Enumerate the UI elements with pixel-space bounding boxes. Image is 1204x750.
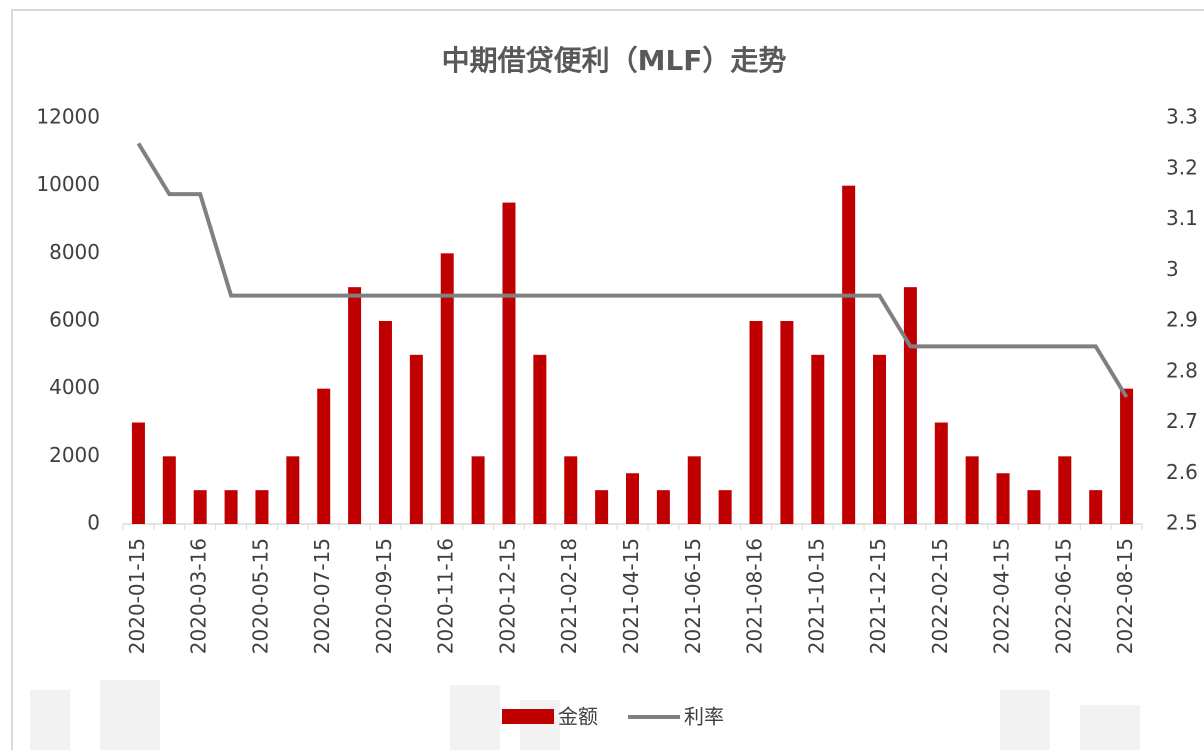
bar bbox=[873, 354, 887, 524]
bar bbox=[378, 321, 392, 524]
x-tick-label: 2020-07-15 bbox=[310, 538, 334, 654]
y2-tick-label: 3.2 bbox=[1166, 155, 1198, 179]
bar bbox=[842, 185, 856, 524]
x-tick-label: 2020-01-15 bbox=[125, 538, 149, 654]
y2-tick-label: 2.9 bbox=[1166, 308, 1198, 332]
legend-swatch bbox=[502, 709, 554, 724]
y2-tick-label: 2.5 bbox=[1166, 511, 1198, 535]
bar bbox=[348, 287, 362, 524]
bar bbox=[193, 490, 207, 524]
bar bbox=[718, 490, 732, 524]
bar bbox=[317, 388, 331, 524]
x-tick-label: 2020-11-16 bbox=[434, 538, 458, 654]
x-tick-label: 2020-03-16 bbox=[187, 538, 211, 654]
bar bbox=[996, 473, 1010, 524]
bar bbox=[224, 490, 238, 524]
y-tick-label: 10000 bbox=[36, 172, 100, 196]
skyline-decoration bbox=[30, 680, 1140, 750]
x-tick-label: 2020-09-15 bbox=[372, 538, 396, 654]
line bbox=[136, 142, 1129, 399]
bar bbox=[903, 287, 917, 524]
y2-tick-label: 2.7 bbox=[1166, 409, 1198, 433]
y2-tick-label: 3.1 bbox=[1166, 206, 1198, 230]
legend-label: 利率 bbox=[684, 705, 724, 729]
bar bbox=[255, 490, 269, 524]
x-tick-label: 2021-12-15 bbox=[866, 538, 890, 654]
bar bbox=[471, 456, 485, 524]
y-tick-label: 8000 bbox=[49, 240, 100, 264]
y-tick-label: 2000 bbox=[49, 443, 100, 467]
y2-tick-label: 3.3 bbox=[1166, 105, 1198, 129]
x-tick-label: 2022-08-15 bbox=[1113, 538, 1137, 654]
x-tick-label: 2022-06-15 bbox=[1051, 538, 1075, 654]
bar bbox=[749, 321, 763, 524]
bar bbox=[626, 473, 639, 524]
x-tick-label: 2021-04-15 bbox=[619, 538, 643, 654]
y2-tick-label: 2.6 bbox=[1166, 460, 1198, 484]
x-tick-label: 2021-10-15 bbox=[804, 538, 828, 654]
x-tick-label: 2022-02-15 bbox=[928, 538, 952, 654]
y-tick-label: 4000 bbox=[49, 375, 100, 399]
bar bbox=[131, 422, 145, 524]
y2-tick-label: 3 bbox=[1166, 257, 1179, 281]
bar bbox=[1058, 456, 1072, 524]
bar bbox=[965, 456, 979, 524]
x-tick-label: 2020-12-15 bbox=[495, 538, 519, 654]
bar bbox=[162, 456, 176, 524]
bar bbox=[595, 490, 609, 524]
bar bbox=[1089, 490, 1103, 524]
bar bbox=[1027, 490, 1041, 524]
bar bbox=[502, 202, 516, 525]
chart-title: 中期借贷便利（MLF）走势 bbox=[442, 44, 787, 77]
chart-border bbox=[11, 9, 1204, 750]
bar bbox=[564, 456, 578, 524]
y-tick-label: 0 bbox=[87, 511, 100, 535]
bar bbox=[780, 321, 794, 524]
bar bbox=[409, 354, 423, 524]
y-tick-label: 12000 bbox=[36, 105, 100, 129]
bar bbox=[286, 456, 300, 524]
x-tick-label: 2021-08-16 bbox=[743, 538, 767, 654]
bar bbox=[656, 490, 670, 524]
bar bbox=[811, 354, 825, 524]
x-tick-label: 2021-02-18 bbox=[557, 538, 581, 654]
legend-label: 金额 bbox=[558, 705, 598, 729]
y-tick-label: 6000 bbox=[49, 308, 100, 332]
x-tick-label: 2020-05-15 bbox=[248, 538, 272, 654]
bar bbox=[1120, 388, 1134, 524]
bar bbox=[687, 456, 701, 524]
bar bbox=[440, 253, 454, 525]
bar bbox=[934, 422, 948, 524]
y2-tick-label: 2.8 bbox=[1166, 358, 1198, 382]
x-tick-label: 2022-04-15 bbox=[990, 538, 1014, 654]
bar bbox=[533, 354, 547, 524]
x-tick-label: 2021-06-15 bbox=[681, 538, 705, 654]
